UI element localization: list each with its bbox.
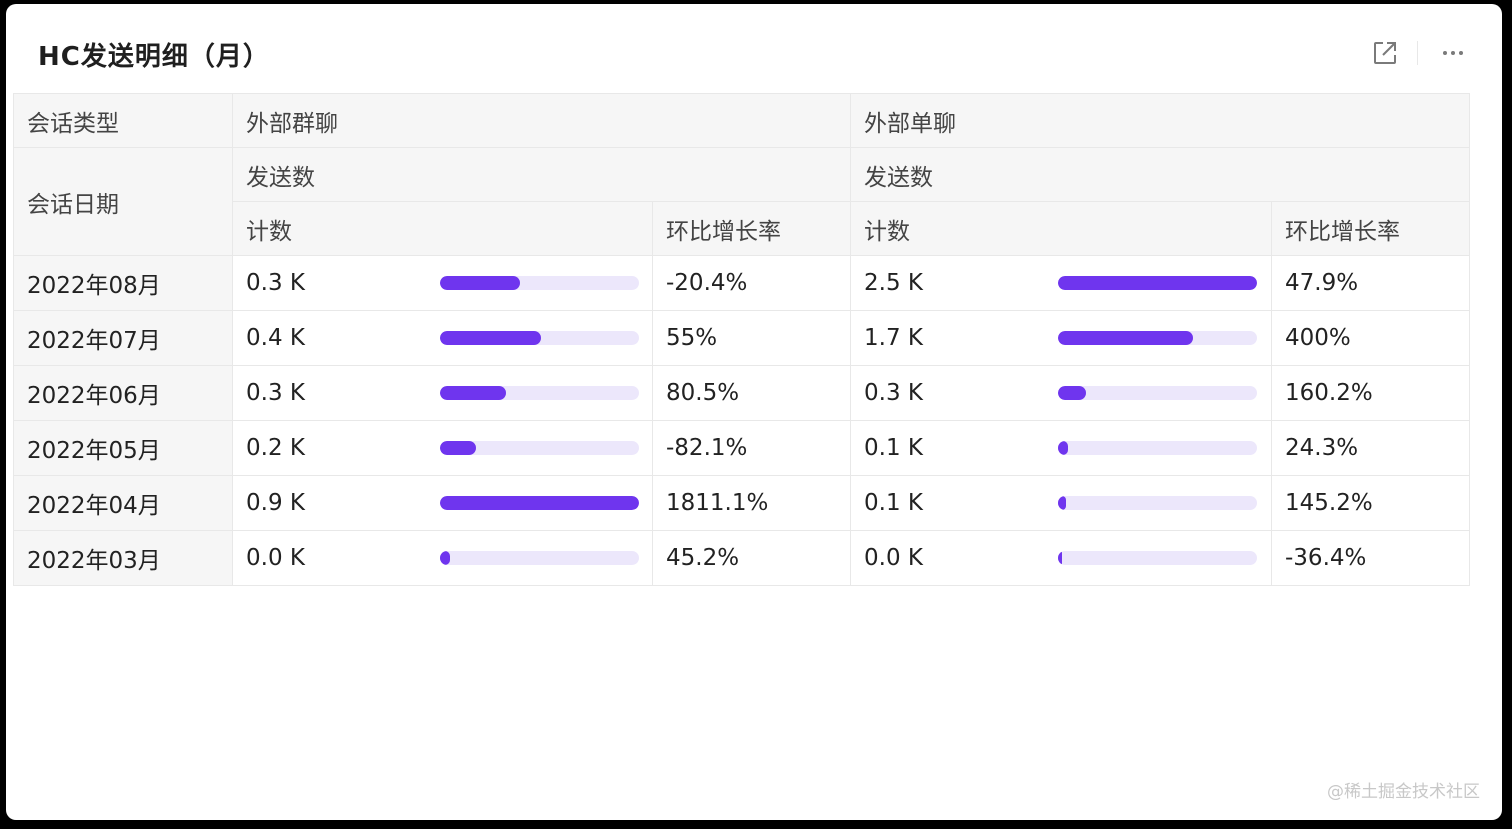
growth-cell-b: 145.2%	[1271, 475, 1470, 531]
bar-fill	[1058, 276, 1257, 290]
bar-track	[1058, 276, 1257, 290]
count-cell-b: 0.1 K	[850, 475, 1272, 531]
more-icon[interactable]	[1440, 40, 1466, 66]
growth-cell-a: -82.1%	[652, 420, 851, 476]
table-row: 2022年08月 0.3 K -20.4% 2.5 K 47.9%	[13, 255, 1470, 311]
header-row-measure: 计数 环比增长率 计数 环比增长率	[14, 201, 1470, 256]
bar-fill	[440, 441, 476, 455]
count-cell-b: 0.0 K	[850, 530, 1272, 586]
count-value: 0.1 K	[864, 435, 923, 461]
date-cell: 2022年05月	[13, 420, 233, 476]
count-cell-b: 1.7 K	[850, 310, 1272, 366]
growth-cell-a: 55%	[652, 310, 851, 366]
growth-cell-b: 24.3%	[1271, 420, 1470, 476]
bar-fill	[1058, 331, 1194, 345]
header-divider	[1417, 41, 1418, 65]
metric-header-b[interactable]: 发送数	[850, 147, 1470, 202]
external-link-icon[interactable]	[1372, 40, 1398, 66]
count-cell-b: 0.1 K	[850, 420, 1272, 476]
count-cell-b: 0.3 K	[850, 365, 1272, 421]
date-cell: 2022年07月	[13, 310, 233, 366]
group-header-external-group[interactable]: 外部群聊	[232, 93, 851, 148]
bar-track	[1058, 551, 1257, 565]
bar-fill	[440, 331, 542, 345]
bar-fill	[440, 496, 639, 510]
table-row: 2022年05月 0.2 K -82.1% 0.1 K 24.3%	[13, 420, 1470, 476]
pivot-table: 会话类型 外部群聊 外部单聊 会话日期 发送数 发送数 计数 环比增长率 计数 …	[13, 93, 1470, 586]
card-title: HC发送明细（月）	[38, 42, 270, 72]
count-cell-b: 2.5 K	[850, 255, 1272, 311]
growth-cell-b: 400%	[1271, 310, 1470, 366]
count-cell-a: 0.0 K	[232, 530, 653, 586]
count-cell-a: 0.2 K	[232, 420, 653, 476]
date-cell: 2022年03月	[13, 530, 233, 586]
bar-track	[440, 441, 639, 455]
count-value: 2.5 K	[864, 270, 923, 296]
bar-fill	[440, 276, 520, 290]
count-value: 0.9 K	[246, 490, 305, 516]
growth-cell-a: 45.2%	[652, 530, 851, 586]
col-header-growth-a[interactable]: 环比增长率	[652, 201, 851, 256]
count-value: 0.4 K	[246, 325, 305, 351]
table-row: 2022年06月 0.3 K 80.5% 0.3 K 160.2%	[13, 365, 1470, 421]
count-cell-a: 0.3 K	[232, 255, 653, 311]
date-cell: 2022年06月	[13, 365, 233, 421]
header-row-type: 会话类型 外部群聊 外部单聊	[13, 93, 1470, 148]
date-cell: 2022年04月	[13, 475, 233, 531]
count-value: 0.2 K	[246, 435, 305, 461]
count-value: 0.0 K	[246, 545, 305, 571]
row-label-session-type: 会话类型	[13, 93, 233, 148]
bar-track	[440, 386, 639, 400]
growth-cell-a: 1811.1%	[652, 475, 851, 531]
growth-cell-b: 47.9%	[1271, 255, 1470, 311]
bar-fill	[440, 386, 506, 400]
bar-track	[1058, 386, 1257, 400]
card-header: HC发送明细（月）	[6, 4, 1502, 96]
bar-fill	[440, 551, 450, 565]
count-value: 0.0 K	[864, 545, 923, 571]
count-value: 0.3 K	[246, 270, 305, 296]
col-header-count-b[interactable]: 计数	[850, 201, 1272, 256]
bar-fill	[1058, 551, 1062, 565]
growth-cell-b: -36.4%	[1271, 530, 1470, 586]
row-label-session-date: 会话日期	[13, 147, 233, 256]
metric-header-a[interactable]: 发送数	[232, 147, 851, 202]
count-cell-a: 0.3 K	[232, 365, 653, 421]
count-value: 0.3 K	[246, 380, 305, 406]
bar-track	[440, 496, 639, 510]
detail-card: HC发送明细（月） 会话类型 外部群聊 外部单聊	[6, 4, 1502, 820]
count-value: 0.1 K	[864, 490, 923, 516]
table-row: 2022年03月 0.0 K 45.2% 0.0 K -36.4%	[13, 530, 1470, 586]
col-header-count-a[interactable]: 计数	[232, 201, 653, 256]
bar-fill	[1058, 386, 1086, 400]
bar-track	[1058, 441, 1257, 455]
growth-cell-a: -20.4%	[652, 255, 851, 311]
bar-fill	[1058, 441, 1068, 455]
bar-track	[440, 331, 639, 345]
header-row-metric: 会话日期 发送数 发送数	[13, 147, 1470, 256]
date-cell: 2022年08月	[13, 255, 233, 311]
watermark: @稀土掘金技术社区	[1327, 782, 1480, 802]
count-value: 0.3 K	[864, 380, 923, 406]
bar-track	[440, 276, 639, 290]
group-header-external-single[interactable]: 外部单聊	[850, 93, 1470, 148]
bar-track	[1058, 496, 1257, 510]
table-row: 2022年04月 0.9 K 1811.1% 0.1 K 145.2%	[13, 475, 1470, 531]
col-header-growth-b[interactable]: 环比增长率	[1271, 201, 1470, 256]
count-value: 1.7 K	[864, 325, 923, 351]
count-cell-a: 0.9 K	[232, 475, 653, 531]
bar-track	[1058, 331, 1257, 345]
table-row: 2022年07月 0.4 K 55% 1.7 K 400%	[13, 310, 1470, 366]
bar-fill	[1058, 496, 1066, 510]
bar-track	[440, 551, 639, 565]
count-cell-a: 0.4 K	[232, 310, 653, 366]
growth-cell-a: 80.5%	[652, 365, 851, 421]
growth-cell-b: 160.2%	[1271, 365, 1470, 421]
